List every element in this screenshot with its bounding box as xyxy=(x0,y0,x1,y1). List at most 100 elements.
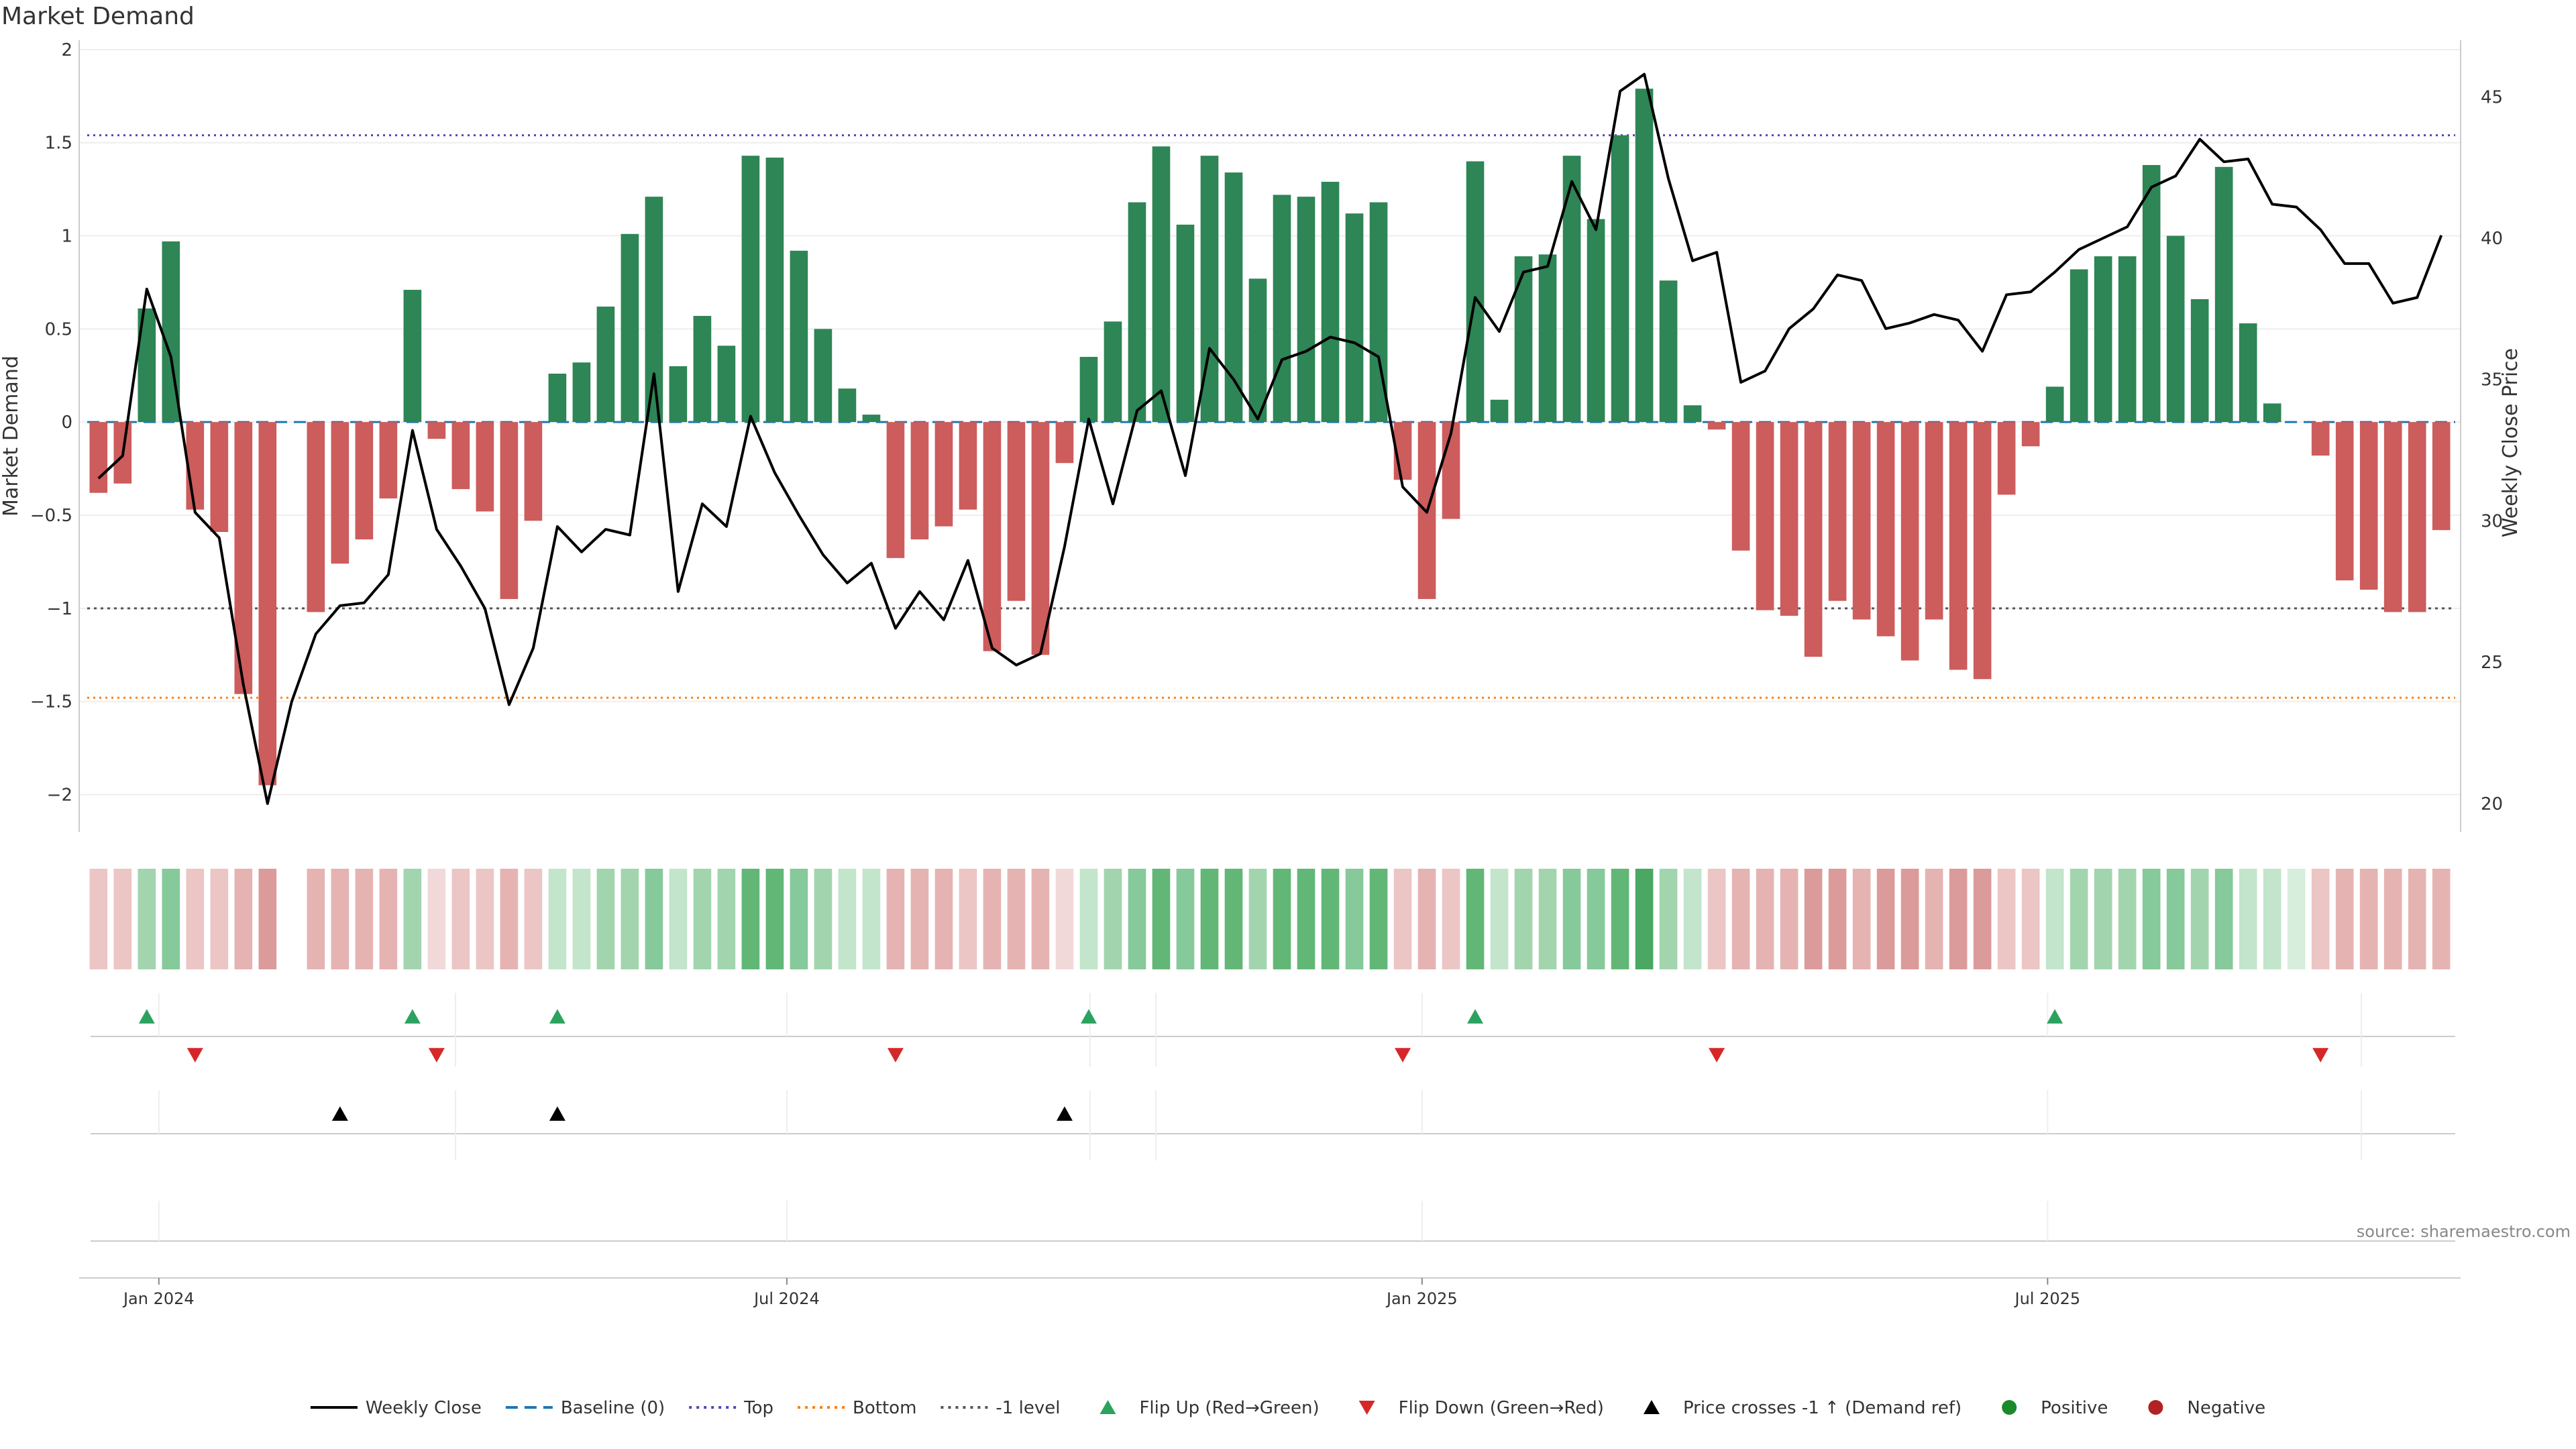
heat-cell xyxy=(1007,869,1026,969)
demand-bar xyxy=(717,345,736,423)
heat-cell xyxy=(2094,869,2112,969)
heat-cell xyxy=(1200,869,1219,969)
x-tick-label: Jul 2024 xyxy=(753,1289,820,1308)
flip-down-marker xyxy=(186,1048,203,1063)
demand-bar xyxy=(1152,146,1171,423)
y-tick-label: 0.5 xyxy=(45,319,72,339)
y2-tick-label: 25 xyxy=(2481,653,2503,673)
demand-bar xyxy=(1031,422,1050,655)
demand-bar xyxy=(886,422,905,558)
heat-cell xyxy=(1055,869,1074,969)
x-tick-label: Jan 2024 xyxy=(122,1289,195,1308)
heat-cell xyxy=(959,869,977,969)
demand-bar xyxy=(862,415,881,423)
y-tick-label: 2 xyxy=(61,40,72,60)
heat-cell xyxy=(1031,869,1050,969)
demand-bar xyxy=(910,422,929,540)
demand-bar xyxy=(1321,182,1340,423)
demand-bar xyxy=(307,422,325,612)
y-tick-label: −1 xyxy=(47,599,72,619)
legend-label: Flip Up (Red→Green) xyxy=(1139,1398,1319,1418)
heat-cell xyxy=(1466,869,1485,969)
demand-bar xyxy=(1852,422,1871,620)
legend-symbol-tri-down xyxy=(1358,1401,1375,1415)
demand-bar xyxy=(1442,422,1460,519)
heat-cell xyxy=(2311,869,2330,969)
demand-bar xyxy=(2359,422,2378,590)
demand-bar xyxy=(1659,280,1678,423)
heat-cell xyxy=(1297,869,1316,969)
flip-up-marker xyxy=(2047,1009,2063,1024)
legend-symbol-circle xyxy=(2148,1400,2163,1415)
demand-bar xyxy=(258,422,277,786)
demand-bar xyxy=(1466,161,1485,423)
heat-cell xyxy=(1393,869,1412,969)
demand-bar xyxy=(645,197,663,423)
demand-bar xyxy=(959,422,977,510)
legend-label: Negative xyxy=(2187,1398,2265,1418)
demand-bar xyxy=(2432,422,2451,531)
demand-bar xyxy=(1176,224,1195,423)
demand-bar xyxy=(451,422,470,490)
heat-cell xyxy=(186,869,205,969)
heat-cell xyxy=(2142,869,2161,969)
y2-tick-label: 35 xyxy=(2481,370,2503,390)
demand-bar xyxy=(1925,422,1943,620)
heat-cell xyxy=(717,869,736,969)
heat-cell xyxy=(741,869,760,969)
heat-cell xyxy=(1707,869,1726,969)
demand-bar xyxy=(621,233,639,423)
y-tick-label: 0 xyxy=(61,413,72,433)
heat-cell xyxy=(1635,869,1654,969)
heat-cell xyxy=(1731,869,1750,969)
flip-up-marker xyxy=(1080,1009,1097,1024)
heat-cell xyxy=(1345,869,1364,969)
heat-cell xyxy=(210,869,229,969)
y2-axis-label: Weekly Close Price xyxy=(2499,348,2522,537)
heat-cell xyxy=(2070,869,2088,969)
y-axis-label: Market Demand xyxy=(0,356,23,517)
heat-cell xyxy=(2190,869,2209,969)
heat-cell xyxy=(886,869,905,969)
heat-cell xyxy=(1538,869,1557,969)
heat-cell xyxy=(1273,869,1291,969)
demand-bar xyxy=(403,290,422,423)
flip-down-marker xyxy=(2312,1048,2329,1063)
price-cross-marker xyxy=(331,1106,348,1121)
demand-bar xyxy=(934,422,953,527)
heat-cell xyxy=(862,869,881,969)
demand-bar xyxy=(1587,219,1605,423)
flip-down-marker xyxy=(428,1048,445,1063)
heat-cell xyxy=(427,869,446,969)
heat-cell xyxy=(2408,869,2426,969)
heat-cell xyxy=(89,869,108,969)
demand-bar xyxy=(1997,422,2016,495)
demand-bar xyxy=(2263,403,2282,423)
heat-cell xyxy=(1514,869,1533,969)
y-tick-label: −1.5 xyxy=(30,692,72,712)
flip-up-marker xyxy=(404,1009,421,1024)
heat-cell xyxy=(451,869,470,969)
y2-tick-label: 30 xyxy=(2481,511,2503,531)
demand-bar xyxy=(210,422,229,532)
x-axis: Jan 2024 Jul 2024 Jan 2025 Jul 2025 xyxy=(79,1277,2461,1308)
demand-bar xyxy=(500,422,519,599)
flip-up-marker xyxy=(138,1009,155,1024)
y-tick-label: 1.5 xyxy=(45,133,72,154)
flip-down-marker xyxy=(1395,1048,1411,1063)
demand-bar xyxy=(1611,135,1629,423)
demand-bar xyxy=(790,250,808,423)
demand-bar xyxy=(1756,422,1774,610)
heat-cell xyxy=(2118,869,2137,969)
demand-bar xyxy=(2214,166,2233,423)
heat-cell xyxy=(1104,869,1122,969)
flip-up-marker xyxy=(549,1009,566,1024)
heat-cell xyxy=(1248,869,1267,969)
heat-cell xyxy=(765,869,784,969)
demand-bar xyxy=(1128,202,1146,423)
heat-cell xyxy=(162,869,180,969)
x-tick-label: Jan 2025 xyxy=(1385,1289,1458,1308)
heat-cell xyxy=(2021,869,2040,969)
axes-layer: 2 1.5 1 0.5 0 −0.5 −1 −1.5 −2 45 40 35 30 25 20 Market … xyxy=(0,40,2522,832)
